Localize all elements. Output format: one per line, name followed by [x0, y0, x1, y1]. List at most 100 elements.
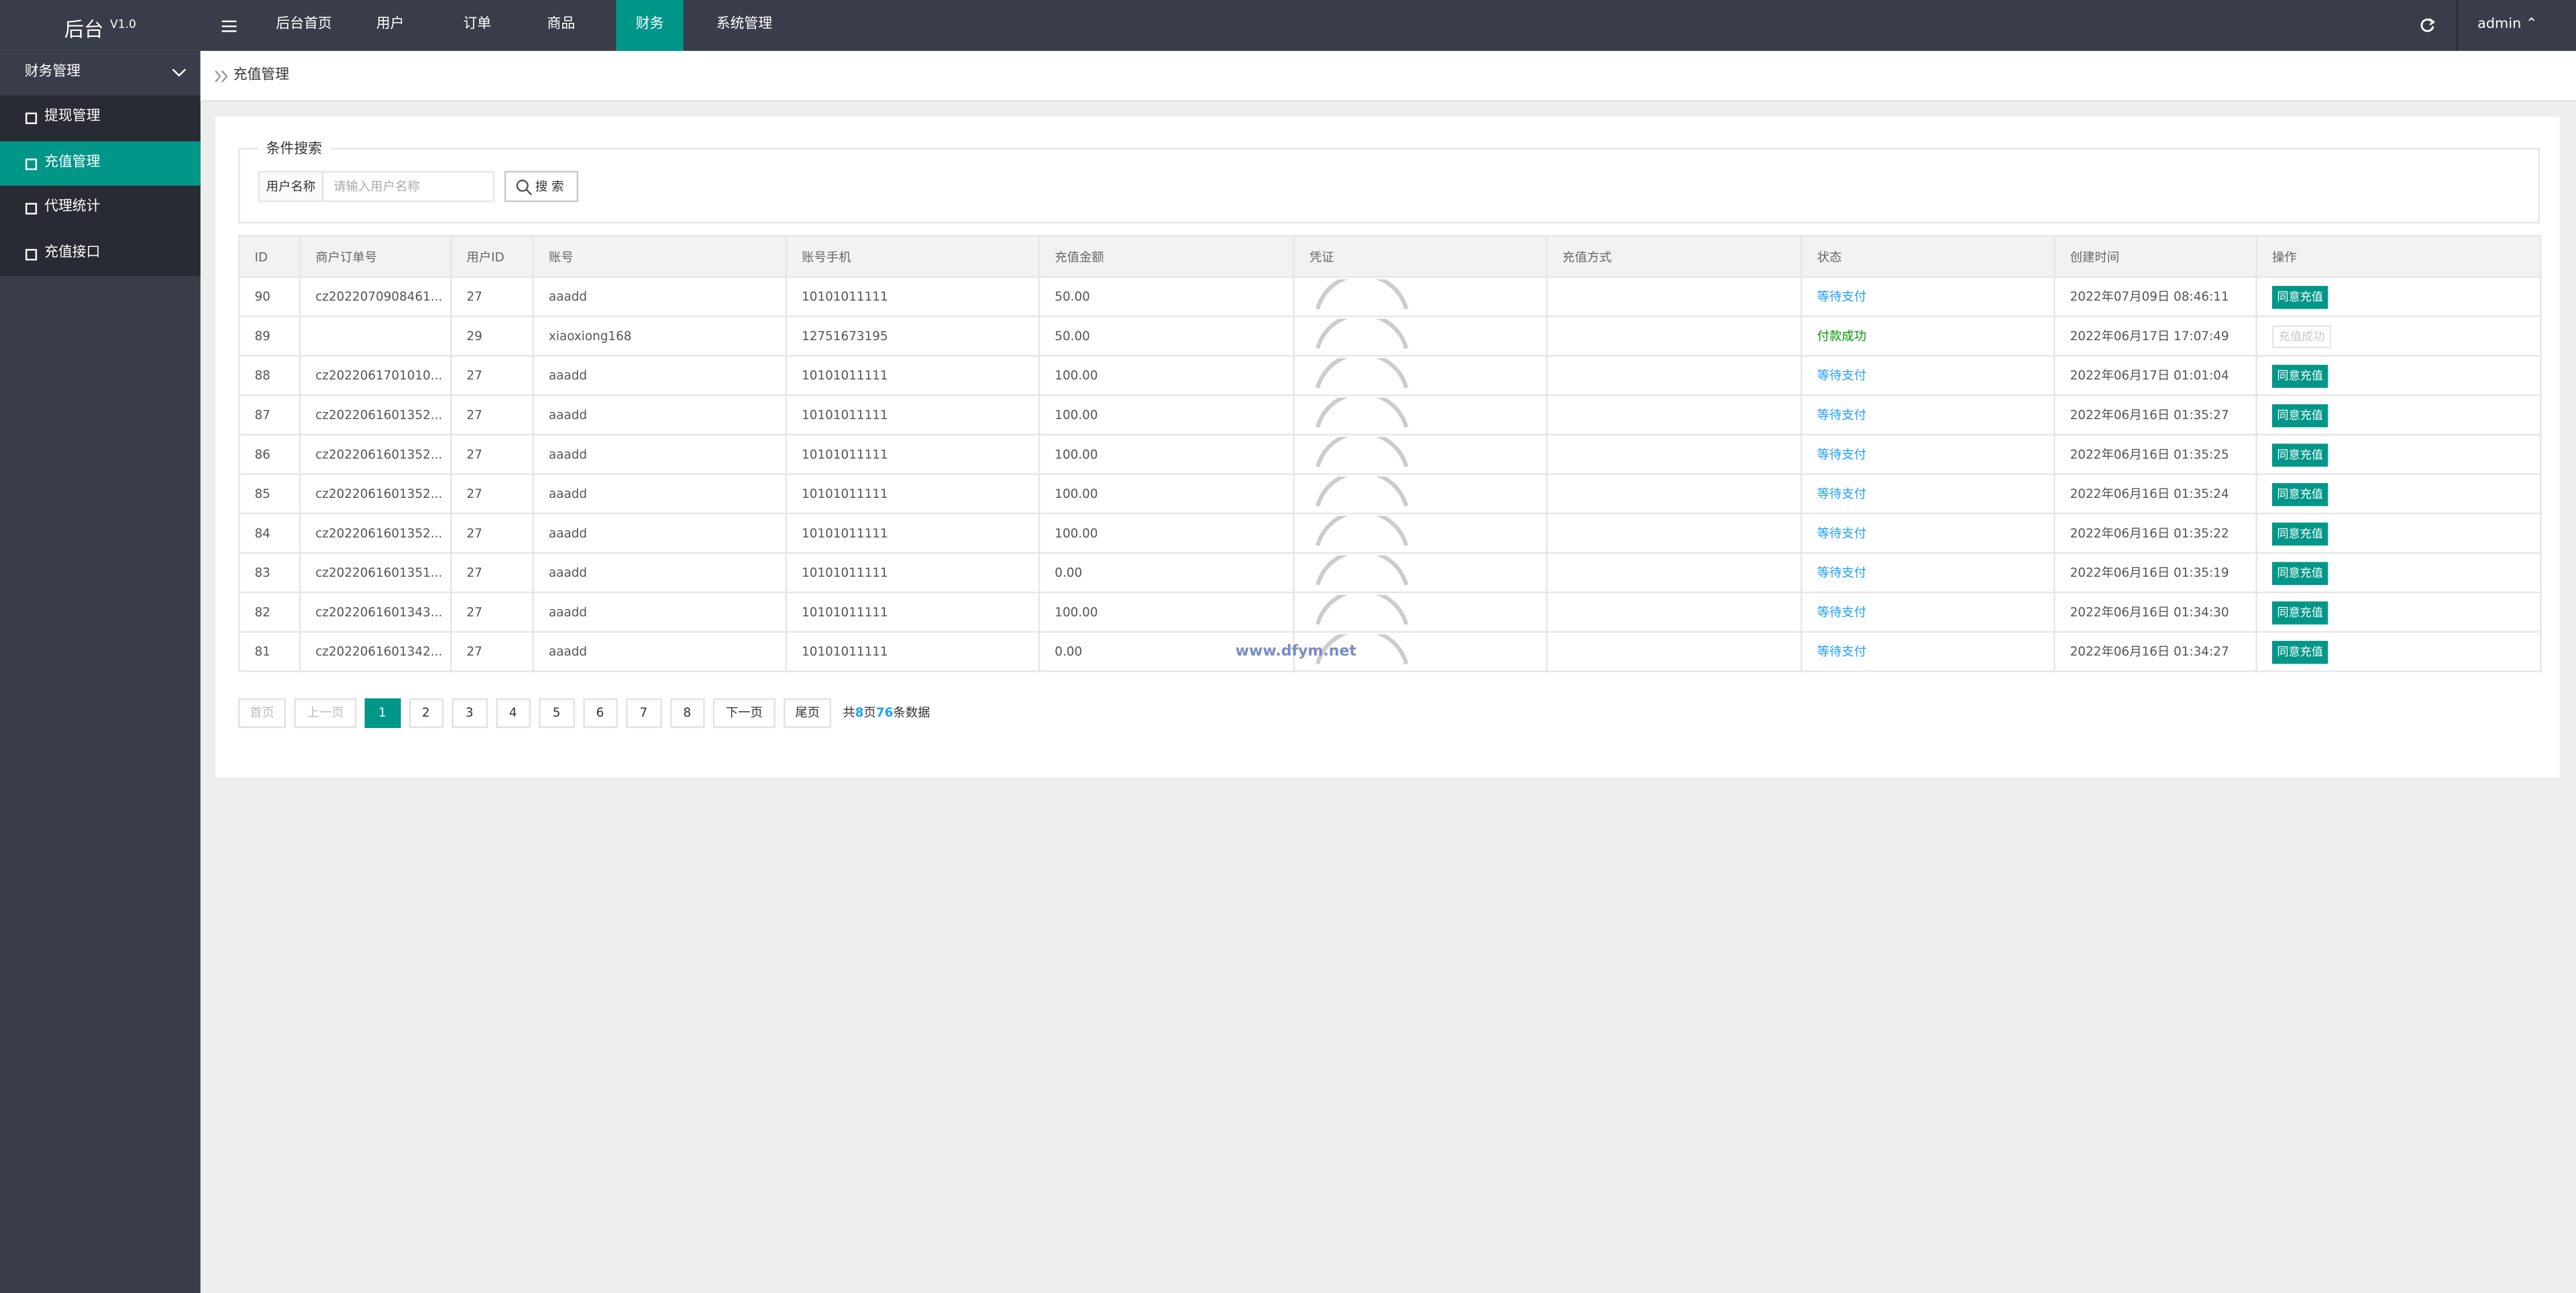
action-button[interactable]: 同意充值 [2271, 285, 2328, 309]
voucher-image[interactable] [1314, 319, 1413, 355]
cell: 2022年06月16日 01:34:30 [2053, 591, 2257, 633]
voucher-image[interactable] [1314, 397, 1413, 434]
menu-toggle[interactable] [221, 19, 237, 33]
column-header: 商户订单号 [299, 235, 452, 278]
column-header: 账号手机 [785, 235, 1040, 278]
status-cell: 付款成功 [1801, 315, 2055, 357]
cell: 2022年06月16日 01:35:25 [2053, 433, 2257, 475]
action-button[interactable]: 同意充值 [2271, 364, 2328, 387]
voucher-cell [1293, 276, 1548, 317]
page-button[interactable]: 7 [626, 698, 661, 728]
cell: 27 [450, 473, 534, 515]
logo: 后台 V1.0 [0, 0, 201, 51]
voucher-image[interactable] [1314, 515, 1413, 552]
action-button[interactable]: 同意充值 [2271, 639, 2328, 664]
cell: cz2022061601343... [299, 591, 452, 633]
page-button[interactable]: 5 [539, 698, 574, 728]
summary-part: 条数据 [893, 705, 930, 720]
action-cell: 充值成功 [2255, 315, 2542, 357]
search-button[interactable]: 搜 索 [504, 170, 579, 203]
voucher-image[interactable] [1314, 279, 1413, 315]
cell: aaadd [532, 631, 788, 672]
voucher-image[interactable] [1314, 594, 1413, 631]
method-cell [1546, 513, 1803, 554]
refresh-button[interactable] [2420, 18, 2435, 33]
action-button[interactable]: 同意充值 [2271, 521, 2328, 545]
cell: 100.00 [1038, 354, 1295, 397]
user-menu[interactable]: admin ⌃ [2477, 16, 2538, 33]
group-label: 财务管理 [24, 64, 81, 81]
voucher-image[interactable] [1314, 476, 1413, 513]
table-row: 89 29 xiaoxiong168 12751673195 50.00 付款成功 2022… [238, 315, 2542, 357]
sidebar-item[interactable]: 充值接口 [0, 231, 201, 276]
action-cell: 同意充值 [2255, 513, 2542, 554]
nav-item[interactable]: 商品 [547, 16, 576, 33]
nav-item[interactable]: 财务 [616, 0, 684, 51]
status[interactable]: 等待支付 [1817, 565, 1867, 580]
cell: 10101011111 [785, 433, 1040, 475]
sidebar-item-label: 充值接口 [44, 244, 101, 261]
sidebar-item[interactable]: 代理统计 [0, 185, 201, 231]
voucher-image[interactable] [1314, 555, 1413, 592]
page-button[interactable]: 尾页 [784, 698, 832, 728]
search-input[interactable]: 请输入用户名称 [322, 170, 495, 203]
voucher-image[interactable] [1314, 634, 1413, 670]
voucher-image[interactable] [1314, 358, 1413, 395]
cell: 82 [238, 591, 301, 633]
cell: 85 [238, 473, 301, 515]
logo-text: 后台 [64, 17, 104, 42]
page-button[interactable]: 下一页 [712, 698, 775, 728]
cell: 100.00 [1038, 433, 1295, 475]
voucher-cell [1293, 354, 1548, 397]
sidebar-item[interactable]: 提现管理 [0, 95, 201, 141]
status[interactable]: 等待支付 [1817, 486, 1867, 501]
page-button[interactable]: 4 [495, 698, 531, 728]
action-cell: 同意充值 [2255, 433, 2542, 475]
action-button[interactable]: 同意充值 [2271, 601, 2328, 624]
chevron [172, 68, 186, 77]
page-button[interactable]: 3 [451, 698, 488, 728]
action-button[interactable]: 同意充值 [2271, 403, 2328, 427]
action-button[interactable]: 同意充值 [2271, 482, 2328, 506]
cell: 0.00 [1038, 631, 1295, 672]
action-button[interactable]: 同意充值 [2271, 443, 2328, 466]
action-button[interactable]: 同意充值 [2271, 561, 2328, 584]
nav-item[interactable]: 订单 [463, 16, 492, 33]
cell: 89 [238, 315, 301, 357]
column-header: 创建时间 [2053, 235, 2257, 278]
cell: 2022年06月17日 01:01:04 [2053, 354, 2257, 397]
sidebar-item[interactable]: 充值管理 [0, 140, 201, 186]
page-button[interactable]: 1 [364, 698, 400, 728]
sidebar: 财务管理 提现管理 充值管理 代理统计充值接口 [0, 50, 201, 1293]
summary-part: 76 [875, 705, 894, 720]
cell: 27 [450, 394, 534, 435]
status[interactable]: 等待支付 [1817, 644, 1867, 660]
nav-item[interactable]: 用户 [376, 16, 405, 33]
cell: 50.00 [1038, 315, 1295, 357]
cell: 27 [450, 513, 534, 554]
status[interactable]: 等待支付 [1817, 289, 1867, 305]
divider [2456, 0, 2458, 51]
voucher-image[interactable] [1314, 437, 1413, 473]
cell: 12751673195 [785, 315, 1040, 357]
page-button[interactable]: 6 [582, 698, 618, 728]
action-cell: 同意充值 [2255, 354, 2542, 397]
page-button[interactable]: 8 [669, 698, 705, 728]
status[interactable]: 等待支付 [1817, 447, 1867, 462]
status[interactable]: 等待支付 [1817, 525, 1867, 541]
nav-item[interactable]: 系统管理 [716, 16, 773, 33]
cell: 86 [238, 433, 301, 475]
cell: 100.00 [1038, 591, 1295, 633]
status[interactable]: 等待支付 [1817, 368, 1867, 383]
nav-item[interactable]: 后台首页 [276, 16, 332, 33]
username: admin [2477, 16, 2522, 33]
status[interactable]: 等待支付 [1817, 407, 1867, 423]
status[interactable]: 等待支付 [1817, 605, 1867, 620]
cell: 27 [450, 591, 534, 633]
cell: aaadd [532, 354, 788, 397]
sidebar-group[interactable]: 财务管理 [0, 51, 201, 95]
status-cell: 等待支付 [1801, 631, 2055, 672]
page-button[interactable]: 2 [408, 698, 444, 728]
